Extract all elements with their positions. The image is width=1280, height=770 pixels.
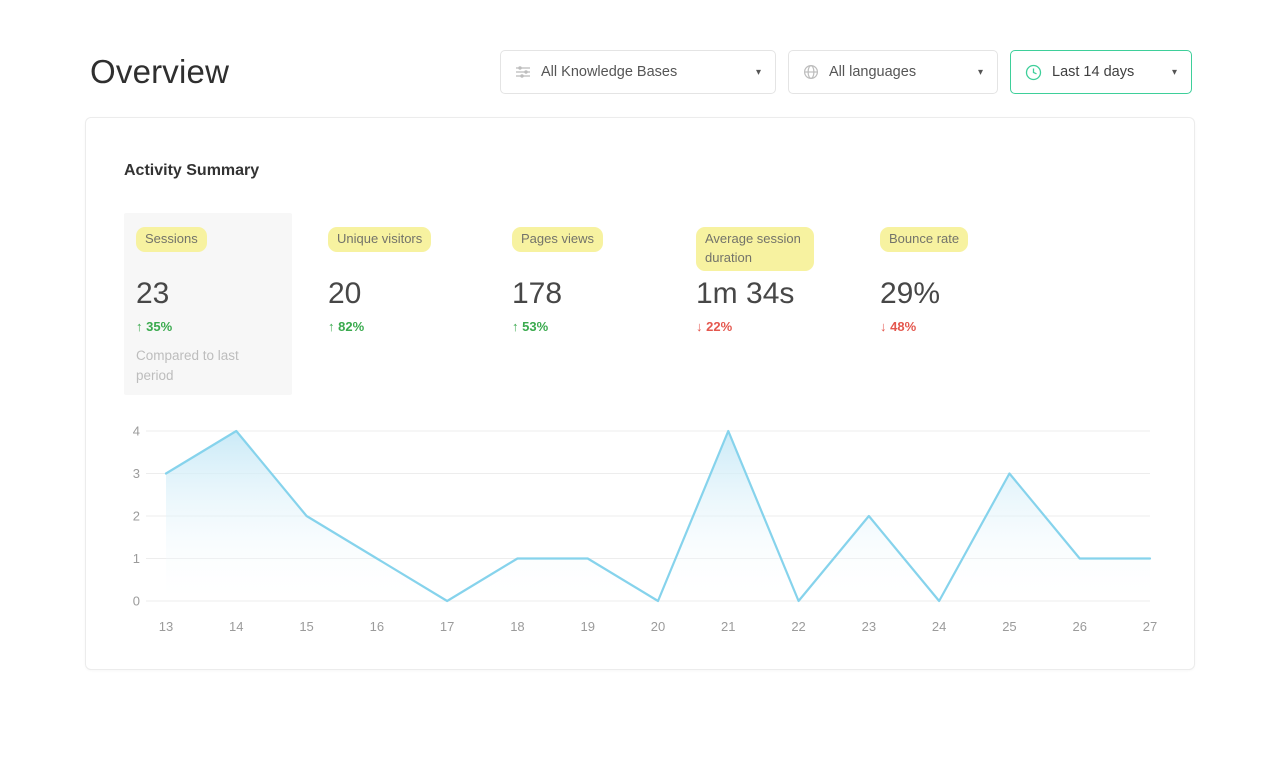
stat-label-highlight: Sessions (136, 227, 207, 252)
svg-text:22: 22 (791, 619, 805, 634)
stat-change: ↑ 82% (328, 319, 488, 334)
page-header: Overview All Knowledge Bases ▾ (90, 50, 1192, 94)
svg-text:17: 17 (440, 619, 454, 634)
dropdown-label: All Knowledge Bases (541, 64, 678, 80)
stat-value: 23 (136, 277, 170, 310)
stat-value: 29% (880, 277, 941, 310)
stat-pages-views: Pages views 178 ↑ 53% (500, 213, 684, 395)
stat-unique-visitors: Unique visitors 20 ↑ 82% (316, 213, 500, 395)
svg-text:2: 2 (133, 509, 140, 524)
clock-icon (1025, 64, 1042, 81)
stat-change: ↑ 35% (136, 319, 280, 334)
svg-text:23: 23 (862, 619, 876, 634)
svg-text:14: 14 (229, 619, 243, 634)
svg-text:18: 18 (510, 619, 524, 634)
svg-text:1: 1 (133, 551, 140, 566)
stat-change-value: 35% (146, 319, 173, 334)
stat-value: 20 (328, 277, 362, 310)
activity-chart-area: 0 1 2 3 4 13 14 15 16 17 18 19 20 21 22 23 24 25 26 27 (124, 423, 1157, 635)
stat-label-highlight: Bounce rate (880, 227, 969, 252)
dropdown-date-range[interactable]: Last 14 days ▾ (1010, 50, 1192, 94)
stat-avg-session-duration: Average session duration 1m 34s ↓ 22% (684, 213, 868, 395)
activity-summary-card: Activity Summary Sessions 23 ↑ 35% Compa… (85, 117, 1195, 671)
svg-text:4: 4 (133, 424, 140, 439)
dropdown-knowledge-bases[interactable]: All Knowledge Bases ▾ (500, 50, 776, 94)
stat-note: Compared to last period (136, 348, 239, 383)
card-title: Activity Summary (124, 162, 260, 179)
chevron-down-icon: ▾ (1171, 66, 1177, 78)
trend-arrow-icon: ↓ (880, 319, 887, 334)
trend-arrow-icon: ↑ (512, 319, 519, 334)
svg-text:24: 24 (932, 619, 946, 634)
svg-text:3: 3 (133, 466, 140, 481)
svg-text:13: 13 (159, 619, 173, 634)
dropdown-label: All languages (829, 64, 917, 80)
page-title: Overview (90, 53, 230, 90)
filters-bar: All Knowledge Bases ▾ All languages ▾ (500, 50, 1192, 94)
stat-change: ↓ 48% (880, 319, 1040, 334)
stat-change-value: 82% (338, 319, 365, 334)
svg-text:20: 20 (651, 619, 665, 634)
chevron-down-icon: ▾ (977, 66, 983, 78)
stat-change-value: 48% (890, 319, 917, 334)
trend-arrow-icon: ↓ (696, 319, 703, 334)
svg-text:27: 27 (1143, 619, 1157, 634)
svg-text:21: 21 (721, 619, 735, 634)
stat-change-value: 22% (706, 319, 733, 334)
stat-change: ↓ 22% (696, 319, 856, 334)
chevron-down-icon: ▾ (755, 66, 761, 78)
svg-text:25: 25 (1002, 619, 1016, 634)
stat-label-highlight: Unique visitors (328, 227, 432, 252)
stat-label-highlight: Average session duration (696, 227, 814, 271)
svg-text:26: 26 (1072, 619, 1086, 634)
trend-arrow-icon: ↑ (136, 319, 143, 334)
stat-label-highlight: Pages views (512, 227, 603, 252)
stat-change: ↑ 53% (512, 319, 672, 334)
svg-text:16: 16 (370, 619, 384, 634)
stat-bounce-rate: Bounce rate 29% ↓ 48% (868, 213, 1052, 395)
trend-arrow-icon: ↑ (328, 319, 335, 334)
svg-text:15: 15 (299, 619, 313, 634)
globe-icon (803, 64, 819, 80)
stat-sessions: Sessions 23 ↑ 35% Compared to last perio… (124, 213, 292, 396)
stats-row: Sessions 23 ↑ 35% Compared to last perio… (124, 213, 1156, 396)
svg-text:19: 19 (580, 619, 594, 634)
dropdown-languages[interactable]: All languages ▾ (788, 50, 998, 94)
dropdown-label: Last 14 days (1052, 64, 1135, 80)
stat-value: 1m 34s (696, 277, 795, 310)
svg-text:0: 0 (133, 594, 140, 609)
stat-value: 178 (512, 277, 563, 310)
sliders-icon (515, 64, 531, 80)
stat-change-value: 53% (522, 319, 549, 334)
